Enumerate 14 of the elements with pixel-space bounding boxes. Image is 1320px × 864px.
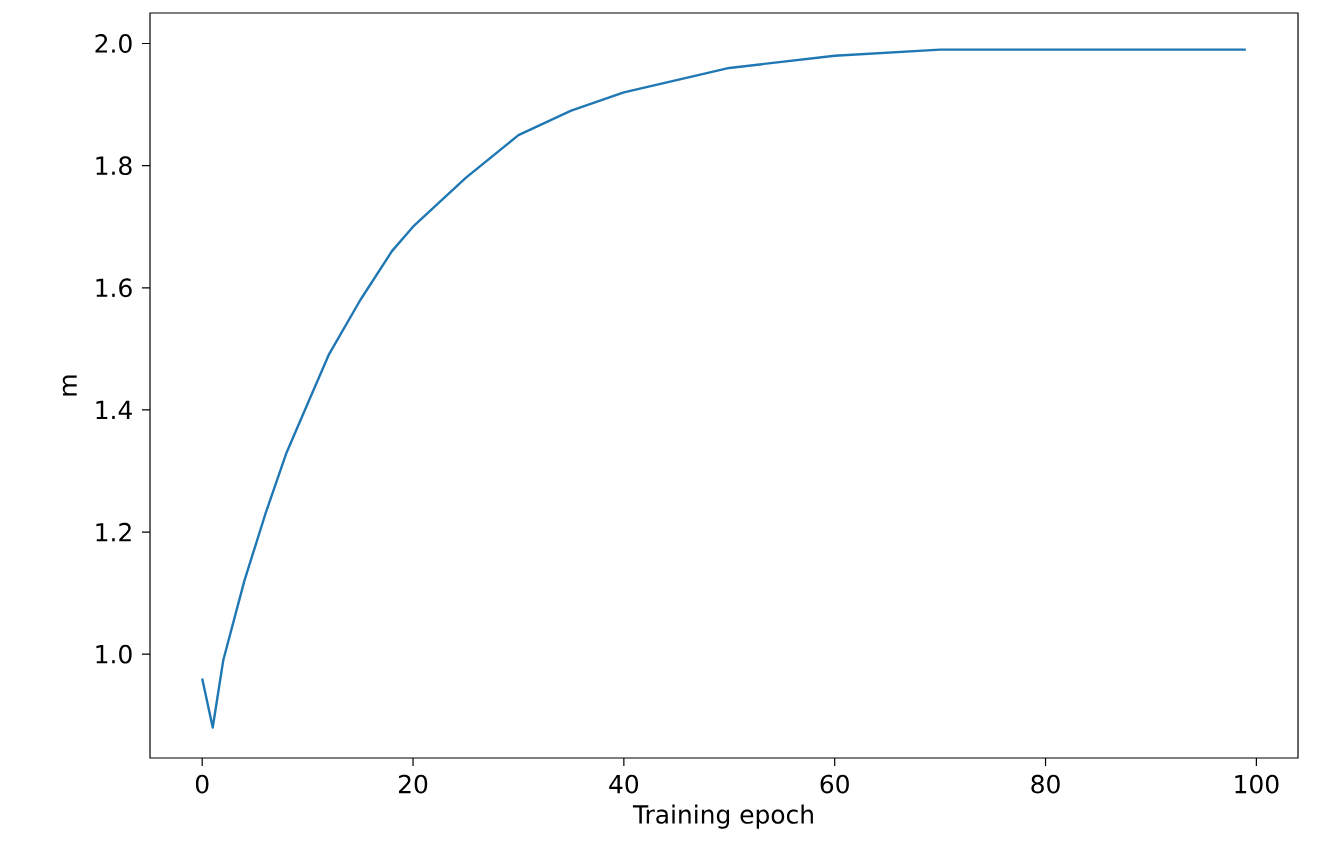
y-tick-label: 2.0 [95, 34, 132, 53]
x-tick-label: 60 [820, 774, 849, 794]
x-axis-title: Training epoch [632, 804, 813, 829]
y-tick-label: 1.6 [96, 278, 132, 298]
y-tick-label: 1.4 [96, 400, 132, 419]
y-tick-label: 1.8 [96, 156, 132, 176]
y-tick-label: 1.0 [96, 644, 132, 664]
x-tick-label: 80 [1031, 774, 1060, 794]
x-tick-label: 0 [195, 774, 209, 794]
y-axis-title: m [62, 375, 77, 396]
x-tick-label: 100 [1235, 774, 1279, 794]
x-tick-label: 40 [609, 774, 639, 794]
y-tick-label: 1.2 [96, 522, 131, 542]
x-tick-label: 20 [398, 774, 428, 794]
